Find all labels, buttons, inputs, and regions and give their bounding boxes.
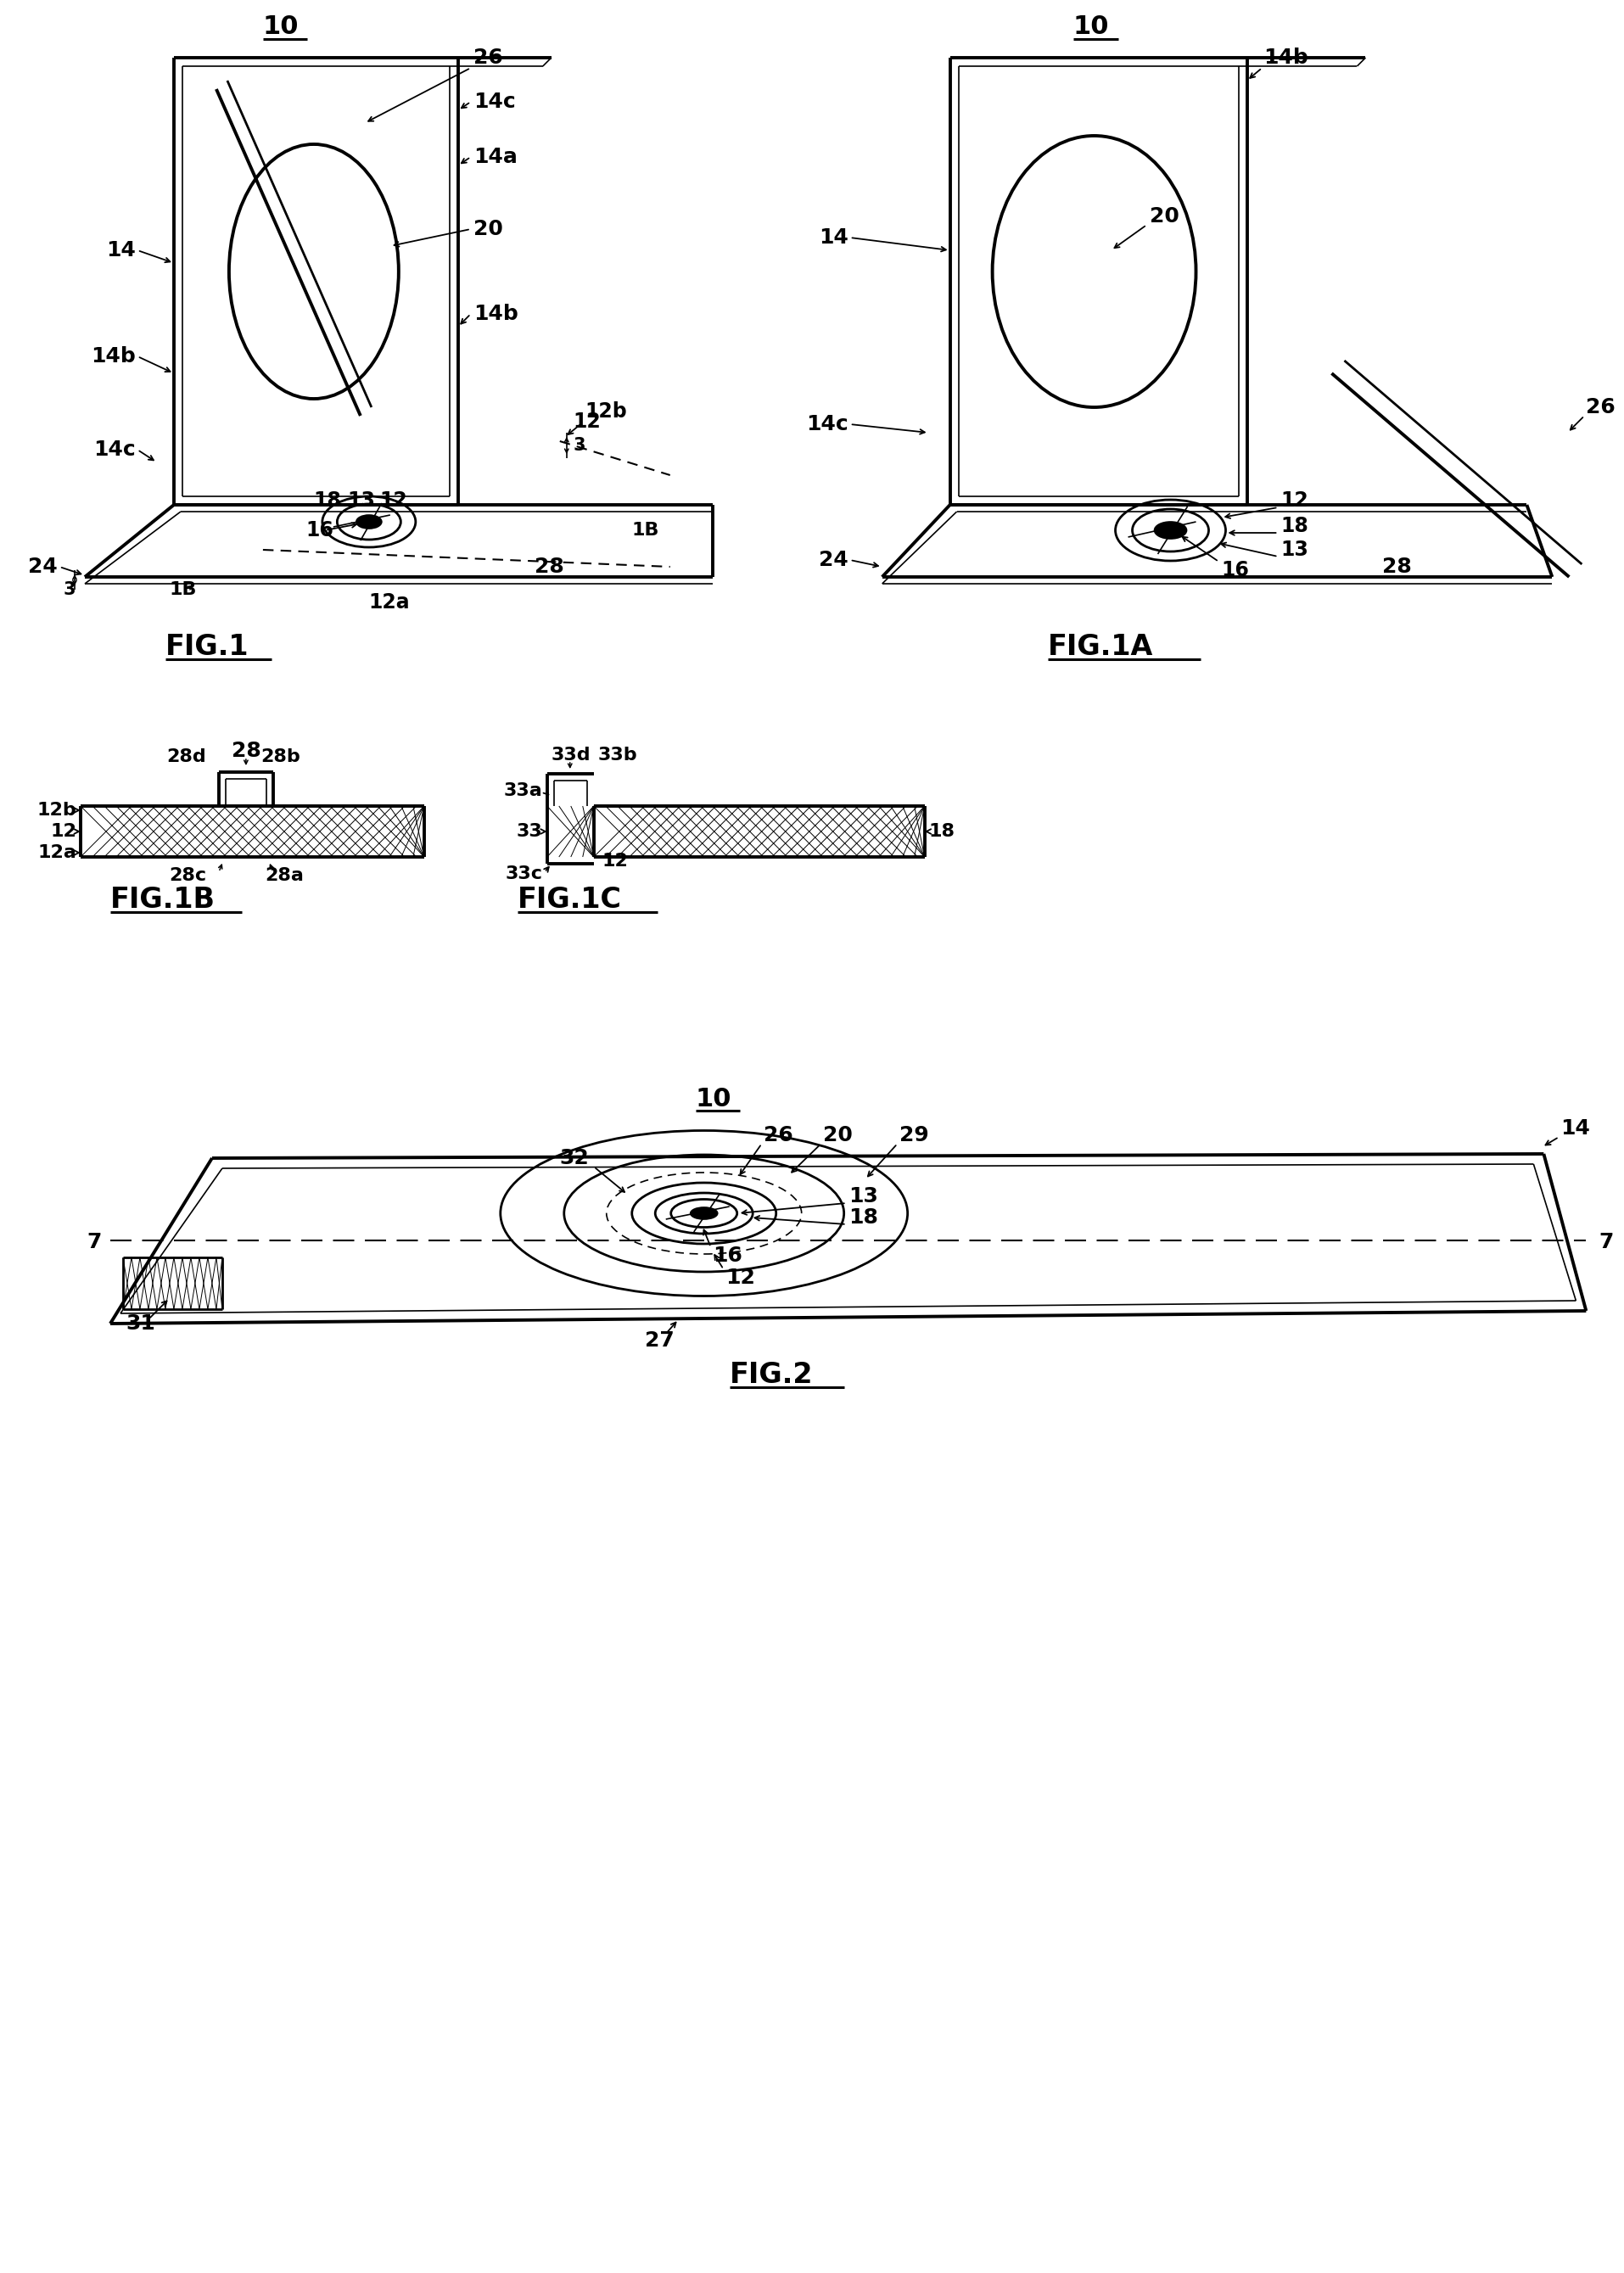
- Text: FIG.1A: FIG.1A: [1047, 632, 1153, 661]
- Text: 20: 20: [823, 1125, 853, 1146]
- Text: 28: 28: [534, 557, 564, 577]
- Text: 12a: 12a: [369, 593, 411, 614]
- Text: 27: 27: [645, 1330, 674, 1350]
- Text: 7: 7: [88, 1232, 102, 1252]
- Ellipse shape: [690, 1207, 718, 1218]
- Text: 14: 14: [1561, 1118, 1590, 1139]
- Text: 3: 3: [63, 582, 76, 598]
- Text: 10: 10: [695, 1086, 731, 1111]
- Text: 12: 12: [50, 823, 76, 841]
- Text: 26: 26: [473, 48, 503, 68]
- Text: 12: 12: [573, 411, 601, 432]
- Text: 26: 26: [763, 1125, 793, 1146]
- Text: FIG.1: FIG.1: [166, 632, 248, 661]
- Text: 14a: 14a: [473, 148, 518, 168]
- Text: 26: 26: [1587, 398, 1616, 418]
- Text: 12: 12: [603, 852, 628, 871]
- Text: 28b: 28b: [260, 748, 300, 766]
- Text: 18: 18: [1281, 516, 1309, 536]
- Ellipse shape: [356, 516, 382, 530]
- Text: 7: 7: [1600, 1232, 1614, 1252]
- Text: 28a: 28a: [265, 866, 304, 884]
- Ellipse shape: [1155, 523, 1187, 539]
- Text: 14: 14: [106, 241, 136, 261]
- Text: 14: 14: [818, 227, 848, 248]
- Text: 1B: 1B: [169, 582, 197, 598]
- Text: 13: 13: [848, 1187, 879, 1207]
- Text: 28: 28: [231, 741, 261, 761]
- Text: 13: 13: [1281, 539, 1309, 559]
- Text: 20: 20: [1150, 207, 1179, 227]
- Text: 14b: 14b: [473, 305, 518, 325]
- Text: 1B: 1B: [632, 523, 659, 539]
- Text: 20: 20: [473, 218, 503, 239]
- Text: 28d: 28d: [166, 748, 206, 766]
- Text: 24: 24: [818, 550, 848, 571]
- Text: 10: 10: [263, 16, 299, 39]
- Text: 32: 32: [560, 1148, 590, 1168]
- Text: 33d: 33d: [551, 746, 591, 764]
- Text: 33a: 33a: [503, 782, 542, 800]
- Text: 24: 24: [28, 557, 58, 577]
- Text: 13: 13: [348, 491, 375, 511]
- Text: 28: 28: [1382, 557, 1411, 577]
- Text: 31: 31: [125, 1314, 156, 1334]
- Text: 3: 3: [573, 436, 586, 455]
- Text: 29: 29: [900, 1125, 929, 1146]
- Text: 14c: 14c: [806, 414, 848, 434]
- Text: 14b: 14b: [1263, 48, 1309, 68]
- Text: 14c: 14c: [94, 439, 136, 459]
- Text: 14c: 14c: [473, 91, 515, 111]
- Text: 14b: 14b: [91, 345, 136, 366]
- Text: 12a: 12a: [37, 843, 76, 861]
- Text: FIG.1B: FIG.1B: [110, 886, 216, 914]
- Text: 12: 12: [726, 1268, 755, 1289]
- Text: 18: 18: [313, 491, 341, 511]
- Text: 10: 10: [1073, 16, 1109, 39]
- Text: 16: 16: [713, 1246, 742, 1266]
- Text: 12b: 12b: [585, 402, 627, 423]
- Text: 12: 12: [1281, 491, 1309, 511]
- Text: 16: 16: [1221, 559, 1249, 580]
- Text: 33: 33: [516, 823, 542, 841]
- Text: 28c: 28c: [169, 866, 206, 884]
- Text: 18: 18: [929, 823, 955, 841]
- Text: FIG.2: FIG.2: [729, 1362, 814, 1389]
- Text: 18: 18: [848, 1207, 879, 1227]
- Text: 33c: 33c: [505, 866, 542, 882]
- Text: 12: 12: [380, 491, 408, 511]
- Text: 16: 16: [305, 521, 333, 541]
- Text: 33b: 33b: [598, 746, 638, 764]
- Text: 12b: 12b: [37, 802, 76, 818]
- Text: FIG.1C: FIG.1C: [518, 886, 622, 914]
